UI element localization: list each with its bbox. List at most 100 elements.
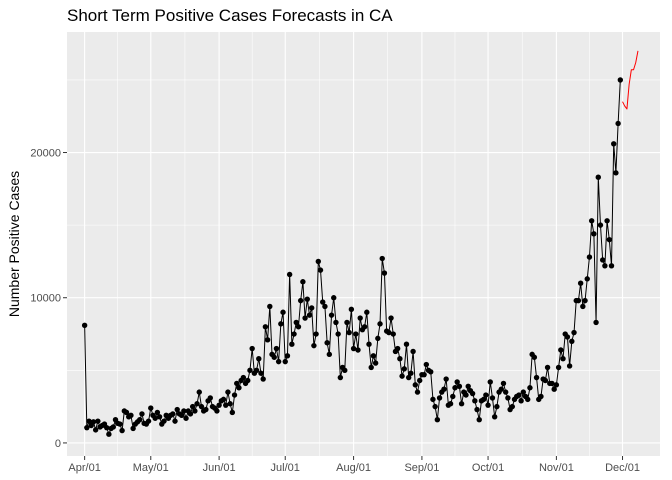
data-point [542,377,549,384]
data-point [423,361,430,368]
data-point [187,411,194,417]
data-point [278,321,284,327]
y-tick-label: 0 [55,438,61,450]
data-point [602,263,608,269]
data-point [553,382,560,388]
data-point [571,329,577,336]
data-point [441,386,447,392]
data-point [527,385,533,391]
data-point [223,402,229,408]
x-tick-label: May/01 [133,462,169,474]
data-point [586,254,593,260]
data-point [128,412,134,419]
data-point [434,416,441,423]
data-point [518,398,524,404]
data-point [569,338,575,344]
y-tick-label: 10000 [30,293,61,305]
data-point [379,255,385,262]
data-point [236,385,242,391]
data-point [463,392,469,398]
series-2-line [622,50,639,110]
data-point [81,322,88,329]
data-point [502,389,509,395]
data-point [533,374,540,381]
data-point [282,358,288,365]
x-tick-label: Sep/01 [404,462,439,474]
data-point [582,297,588,304]
data-point [458,401,465,407]
data-point [368,364,374,371]
data-point [258,370,264,376]
data-point [297,297,304,304]
data-point [253,367,260,374]
data-point [366,341,372,347]
data-point [575,297,582,304]
data-point [260,376,266,382]
data-point [161,418,167,424]
data-point [220,396,227,403]
data-point [465,383,471,390]
data-point [456,383,463,390]
data-point [342,367,348,374]
data-point [454,379,460,385]
data-point [286,271,293,278]
data-point [130,425,136,432]
data-point [584,276,590,282]
data-point [148,405,154,411]
data-point [350,345,357,352]
data-point [414,389,421,395]
data-point [450,393,456,400]
data-point [505,395,511,401]
data-point [410,348,416,355]
data-point [106,431,112,437]
data-point [311,342,317,349]
data-point [421,371,427,378]
data-point [192,408,198,414]
data-point [320,299,326,305]
data-point [611,141,617,147]
data-point [337,374,344,381]
data-point [152,415,158,421]
data-point [189,403,196,410]
data-point [306,312,313,318]
data-point [617,77,624,83]
data-point [335,331,341,337]
data-point [483,392,489,398]
x-tick-label: Nov/01 [539,462,574,474]
data-point [86,418,92,424]
data-point [428,369,434,375]
data-point [154,409,161,416]
data-point [90,419,97,425]
data-point [487,379,493,385]
data-point [476,416,482,423]
data-point [308,305,315,311]
data-point [245,377,251,384]
data-point [520,389,527,395]
data-point [227,401,233,407]
data-point [322,303,328,310]
data-point [172,418,178,424]
data-point [372,360,379,366]
data-point [394,345,401,352]
data-point [284,353,291,359]
data-point [500,380,507,387]
data-point [84,424,90,431]
data-point [156,414,163,420]
data-point [489,395,496,401]
data-point [304,296,310,302]
data-point [145,418,152,424]
major-gridlines [67,32,660,456]
data-point [170,411,176,417]
data-point [613,170,619,176]
data-point [480,396,487,403]
data-point [377,321,383,327]
data-point [234,380,240,387]
data-point [401,366,407,372]
data-point [137,416,143,423]
data-point [183,415,189,421]
data-point [123,409,130,416]
data-point [443,376,449,382]
x-tick-label: Apr/01 [68,462,100,474]
data-point [264,337,271,343]
